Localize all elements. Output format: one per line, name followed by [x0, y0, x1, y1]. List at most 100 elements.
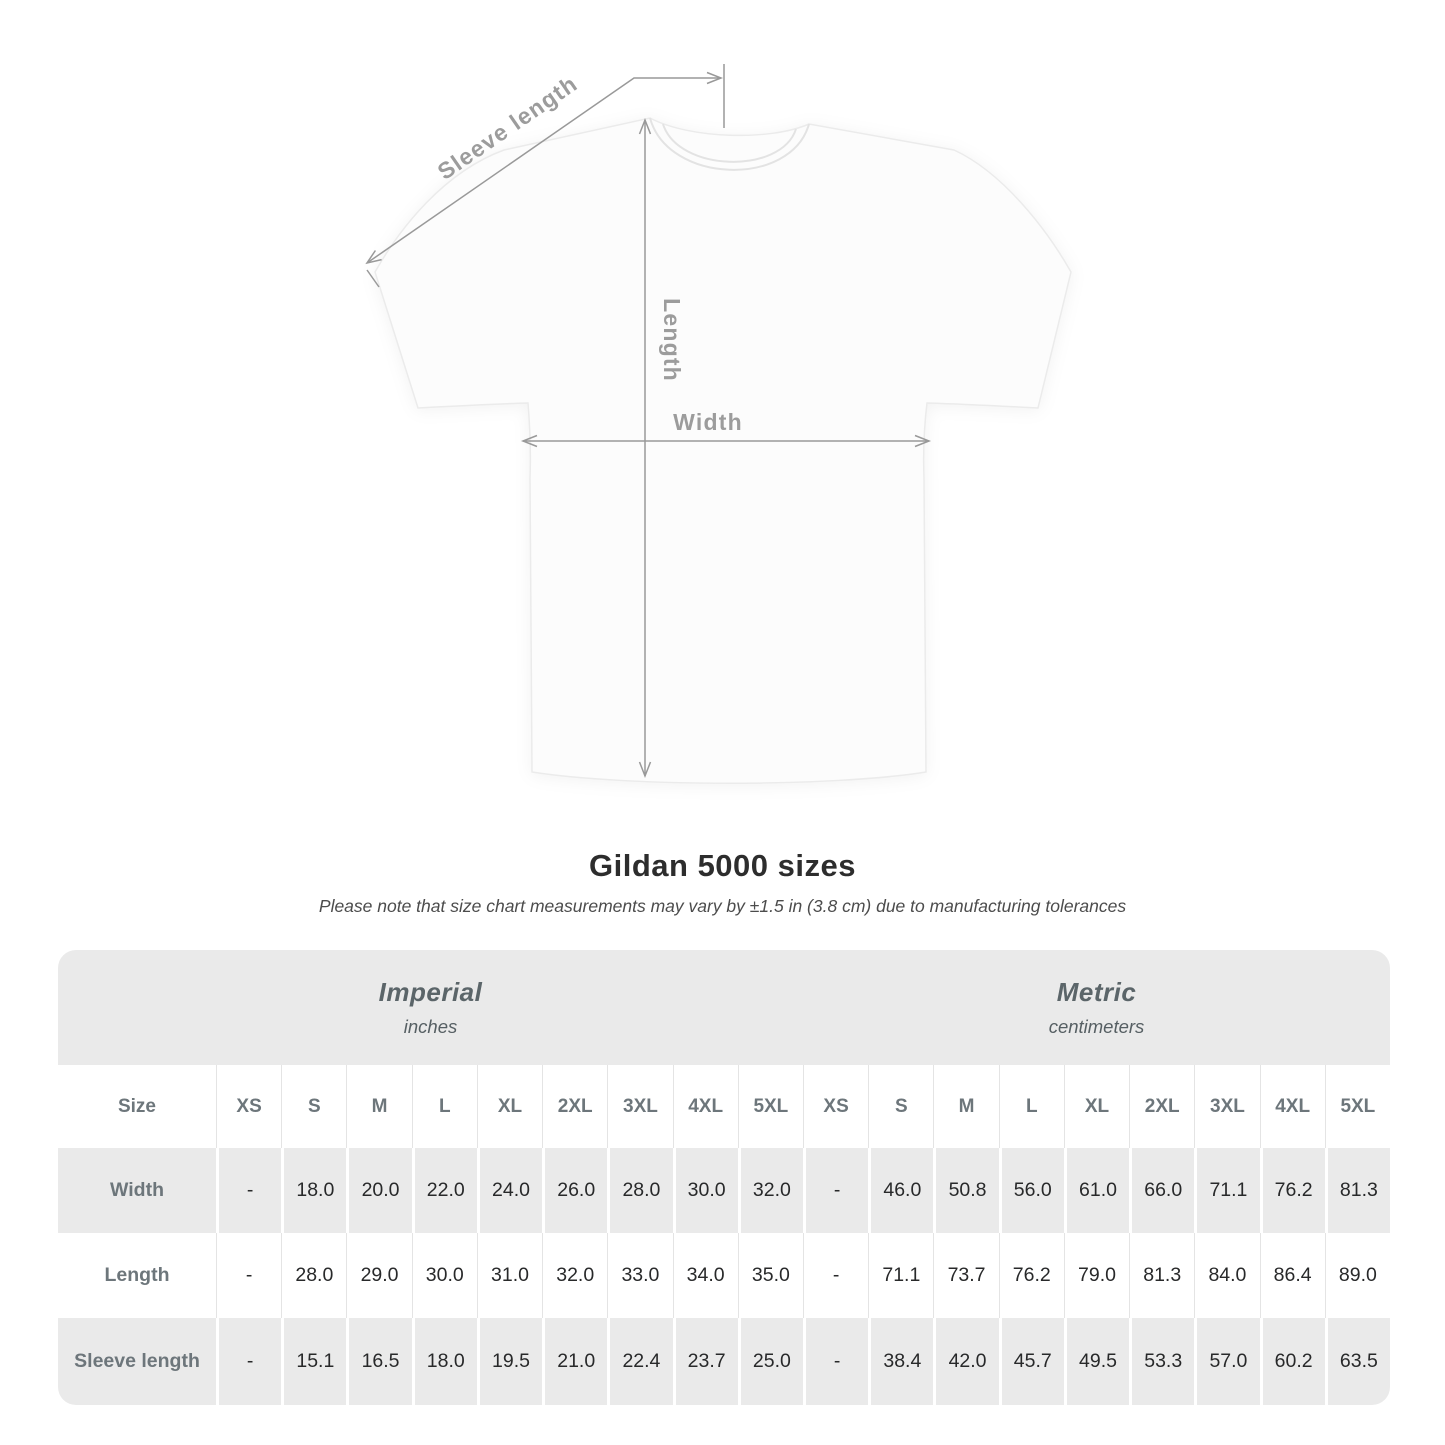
value-cell-imperial: 28.0 — [281, 1233, 346, 1318]
size-corner-header: Size — [117, 1095, 157, 1117]
sleeve-arrowhead-left — [365, 250, 382, 265]
value-cell-metric: 46.0 — [868, 1148, 933, 1233]
unit-group-imperial-label: Imperial — [378, 977, 483, 1007]
value-cell-imperial: 28.0 — [607, 1148, 672, 1233]
sleeve-length-row: Sleeve length -15.1 16.5 18.0 19.5 21.0 22.4 23… — [58, 1318, 1390, 1405]
value-cell-imperial: 18.0 — [281, 1148, 346, 1233]
tshirt-collar-inner-line — [662, 123, 797, 163]
value-cell-metric: 81.3 — [1324, 1148, 1390, 1233]
value-cell-imperial: 30.0 — [672, 1148, 738, 1233]
tshirt-measurement-diagram: Sleeve length Length Width — [365, 64, 1072, 784]
value-cell-imperial: 25.0 — [737, 1318, 803, 1405]
value-cell-imperial: 33.0 — [607, 1233, 672, 1318]
value-cell-metric: - — [802, 1318, 868, 1405]
value-cell-imperial: 21.0 — [542, 1318, 607, 1405]
size-header-cell: L — [998, 1065, 1064, 1148]
value-cell-imperial: 26.0 — [542, 1148, 607, 1233]
value-cell-imperial: 18.0 — [411, 1318, 477, 1405]
length-label: Length — [659, 298, 685, 382]
value-cell-imperial: 30.0 — [411, 1233, 477, 1318]
size-header-cell: XL — [1063, 1065, 1129, 1148]
dimension-annotations — [365, 64, 932, 779]
value-cell-metric: - — [802, 1233, 868, 1318]
width-arrowhead-left — [520, 434, 538, 448]
size-header-cell: 3XL — [607, 1065, 672, 1148]
value-cell-metric: 76.2 — [998, 1233, 1064, 1318]
sleeve-length-extension-tick — [366, 269, 380, 288]
value-cell-imperial: 32.0 — [542, 1233, 607, 1318]
value-cell-metric: 50.8 — [933, 1148, 998, 1233]
tshirt-body — [374, 117, 1072, 784]
value-cell-imperial: 16.5 — [346, 1318, 411, 1405]
unit-group-metric-sublabel: centimeters — [1048, 1016, 1145, 1037]
row-label: Length — [104, 1264, 170, 1286]
value-cell-imperial: - — [216, 1318, 281, 1405]
size-header-cell: 3XL — [1194, 1065, 1259, 1148]
width-row: Width -18.0 20.0 22.0 24.0 26.0 28.0 30.0 32.0-4… — [58, 1148, 1390, 1233]
value-cell-metric: 84.0 — [1194, 1233, 1259, 1318]
sleeve-arrowhead-right — [706, 71, 724, 85]
unit-header-row: Imperial inches Metric centimeters — [58, 950, 1390, 1065]
size-header-cell: S — [281, 1065, 346, 1148]
size-header-cell: 4XL — [672, 1065, 738, 1148]
size-table: Imperial inches Metric centimeters Size … — [58, 950, 1390, 1405]
value-cell-metric: 81.3 — [1129, 1233, 1194, 1318]
value-cell-metric: 60.2 — [1259, 1318, 1325, 1405]
size-header-cell: M — [346, 1065, 411, 1148]
value-cell-metric: 61.0 — [1063, 1148, 1129, 1233]
value-cell-imperial: - — [216, 1233, 281, 1318]
value-cell-imperial: 29.0 — [346, 1233, 411, 1318]
size-header-cell: XS — [216, 1065, 281, 1148]
sleeve-length-dimension-line — [366, 77, 721, 264]
value-cell-metric: - — [802, 1148, 868, 1233]
value-cell-metric: 53.3 — [1129, 1318, 1194, 1405]
unit-group-imperial-sublabel: inches — [403, 1016, 458, 1037]
value-cell-imperial: - — [216, 1148, 281, 1233]
page-title: Gildan 5000 sizes — [589, 848, 856, 883]
value-cell-imperial: 20.0 — [346, 1148, 411, 1233]
value-cell-metric: 45.7 — [998, 1318, 1064, 1405]
value-cell-metric: 73.7 — [933, 1233, 998, 1318]
size-header-cell: L — [411, 1065, 477, 1148]
size-header-cell: 2XL — [1129, 1065, 1194, 1148]
value-cell-metric: 57.0 — [1194, 1318, 1259, 1405]
row-label: Width — [110, 1179, 164, 1201]
size-header-cell: XL — [476, 1065, 542, 1148]
value-cell-metric: 38.4 — [868, 1318, 933, 1405]
value-cell-metric: 56.0 — [998, 1148, 1064, 1233]
size-header-cell: 5XL — [737, 1065, 803, 1148]
unit-group-metric-label: Metric — [1056, 977, 1137, 1007]
length-arrowhead-bottom — [638, 761, 652, 779]
size-header-cell: 5XL — [1324, 1065, 1390, 1148]
size-header-cell: XS — [802, 1065, 868, 1148]
size-header-cell: 2XL — [542, 1065, 607, 1148]
unit-group-metric: Metric centimeters — [803, 950, 1390, 1065]
page-subtitle: Please note that size chart measurements… — [318, 896, 1127, 916]
value-cell-imperial: 19.5 — [476, 1318, 542, 1405]
tshirt-illustration — [374, 117, 1072, 784]
value-cell-imperial: 34.0 — [672, 1233, 738, 1318]
width-label: Width — [673, 409, 743, 435]
value-cell-imperial: 22.4 — [607, 1318, 672, 1405]
size-header-cell: 4XL — [1259, 1065, 1325, 1148]
value-cell-metric: 66.0 — [1129, 1148, 1194, 1233]
value-cell-imperial: 22.0 — [411, 1148, 477, 1233]
value-cell-metric: 71.1 — [868, 1233, 933, 1318]
size-header-row: Size XS S M L XL 2XL 3XL 4XL 5XL XS S M L XL 2XL 3XL 4XL… — [58, 1065, 1390, 1148]
row-label: Sleeve length — [74, 1350, 200, 1372]
length-arrowhead-top — [638, 117, 652, 135]
value-cell-imperial: 32.0 — [737, 1148, 803, 1233]
value-cell-metric: 79.0 — [1063, 1233, 1129, 1318]
value-cell-metric: 86.4 — [1259, 1233, 1325, 1318]
value-cell-metric: 49.5 — [1063, 1318, 1129, 1405]
size-header-cell: S — [868, 1065, 933, 1148]
value-cell-metric: 89.0 — [1324, 1233, 1390, 1318]
value-cell-metric: 42.0 — [933, 1318, 998, 1405]
value-cell-metric: 71.1 — [1194, 1148, 1259, 1233]
width-arrowhead-right — [914, 434, 932, 448]
unit-group-imperial: Imperial inches — [58, 950, 803, 1065]
value-cell-imperial: 23.7 — [672, 1318, 738, 1405]
value-cell-imperial: 31.0 — [476, 1233, 542, 1318]
tshirt-collar-outer-line — [649, 117, 810, 171]
